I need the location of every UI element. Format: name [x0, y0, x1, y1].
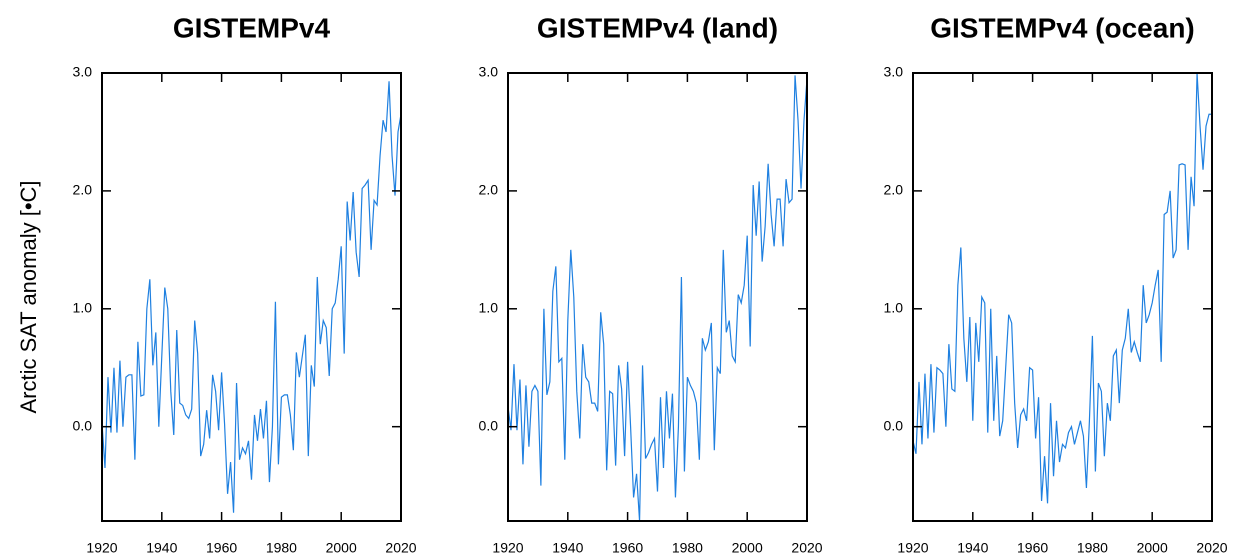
plot-frame — [101, 72, 402, 522]
plot-frame — [912, 72, 1213, 522]
x-tick-label: 1940 — [552, 540, 583, 556]
x-tick-label: 1960 — [612, 540, 643, 556]
y-tick-label: 3.0 — [884, 64, 904, 80]
x-tick-label: 2000 — [326, 540, 357, 556]
y-tick-label: 0.0 — [73, 417, 93, 433]
y-tick-label: 1.0 — [479, 299, 499, 315]
chart-title: GISTEMPv4 (ocean) — [930, 12, 1195, 43]
data-line — [913, 73, 1212, 504]
y-tick-label: 3.0 — [479, 64, 499, 80]
data-line — [508, 75, 807, 521]
y-tick-label: 1.0 — [884, 299, 904, 315]
y-tick-label: 3.0 — [73, 64, 93, 80]
x-tick-label: 1980 — [1077, 540, 1108, 556]
x-tick-label: 1920 — [897, 540, 928, 556]
x-tick-label: 2020 — [1196, 540, 1227, 556]
y-tick-label: 2.0 — [479, 182, 499, 198]
x-tick-label: 1960 — [206, 540, 237, 556]
y-tick-label: 2.0 — [884, 182, 904, 198]
x-tick-label: 2000 — [1137, 540, 1168, 556]
y-tick-label: 0.0 — [884, 417, 904, 433]
data-line — [102, 81, 401, 513]
x-tick-label: 2000 — [732, 540, 763, 556]
x-tick-label: 1920 — [86, 540, 117, 556]
x-tick-label: 1940 — [957, 540, 988, 556]
x-tick-label: 1940 — [146, 540, 177, 556]
x-tick-label: 2020 — [385, 540, 416, 556]
y-tick-label: 2.0 — [73, 182, 93, 198]
y-tick-label: 0.0 — [479, 417, 499, 433]
x-tick-label: 1920 — [492, 540, 523, 556]
x-tick-label: 2020 — [791, 540, 822, 556]
plot-frame — [507, 72, 808, 522]
y-tick-label: 1.0 — [73, 299, 93, 315]
x-tick-label: 1980 — [672, 540, 703, 556]
y-axis-label: Arctic SAT anomaly [•C] — [16, 180, 41, 413]
chart-title: GISTEMPv4 — [173, 12, 331, 43]
x-tick-label: 1980 — [266, 540, 297, 556]
x-tick-label: 1960 — [1017, 540, 1048, 556]
chart-title: GISTEMPv4 (land) — [537, 12, 778, 43]
